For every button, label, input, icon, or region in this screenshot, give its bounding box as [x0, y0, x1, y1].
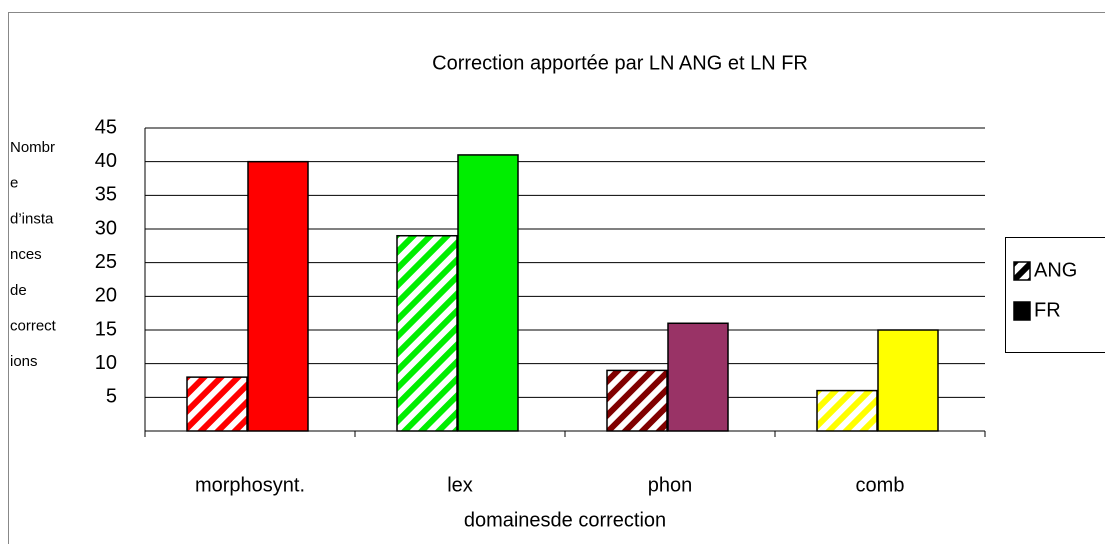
y-tick-label: 5 [106, 386, 117, 408]
legend-swatch [1013, 261, 1031, 281]
y-tick-label: 25 [95, 251, 117, 273]
y-tick-label: 35 [95, 184, 117, 206]
y-tick-label: 20 [95, 285, 117, 307]
x-tick-label: phon [648, 474, 693, 496]
bar [396, 234, 458, 432]
y-axis-label: e [10, 175, 18, 192]
y-axis-label: correct [10, 317, 57, 334]
bar [186, 376, 248, 432]
y-tick-label: 40 [95, 150, 117, 172]
x-axis-label: domainesde correction [464, 509, 666, 531]
x-tick-label: comb [856, 474, 905, 496]
x-tick-label: lex [447, 474, 473, 496]
legend-label: ANG [1034, 259, 1077, 281]
y-tick-label: 30 [95, 217, 117, 239]
y-tick-label: 45 [95, 116, 117, 138]
y-tick-label: 10 [95, 352, 117, 374]
y-axis-label: ions [10, 353, 38, 370]
bar [816, 389, 878, 432]
y-axis-label: de [10, 282, 27, 299]
y-axis-label: Nombr [10, 139, 55, 156]
y-tick-label: 15 [95, 318, 117, 340]
legend-swatch [1013, 301, 1031, 321]
bar [877, 329, 939, 432]
legend-box [1005, 237, 1105, 353]
bar [606, 369, 668, 432]
chart-border [8, 12, 1105, 544]
y-axis-label: nces [10, 246, 42, 263]
y-axis-label: d’insta [10, 210, 54, 227]
bar [457, 154, 519, 432]
x-tick-label: morphosynt. [195, 474, 305, 496]
bar [247, 160, 309, 432]
legend-label: FR [1034, 299, 1061, 321]
chart-title: Correction apportée par LN ANG et LN FR [432, 52, 808, 74]
bar [667, 322, 729, 432]
